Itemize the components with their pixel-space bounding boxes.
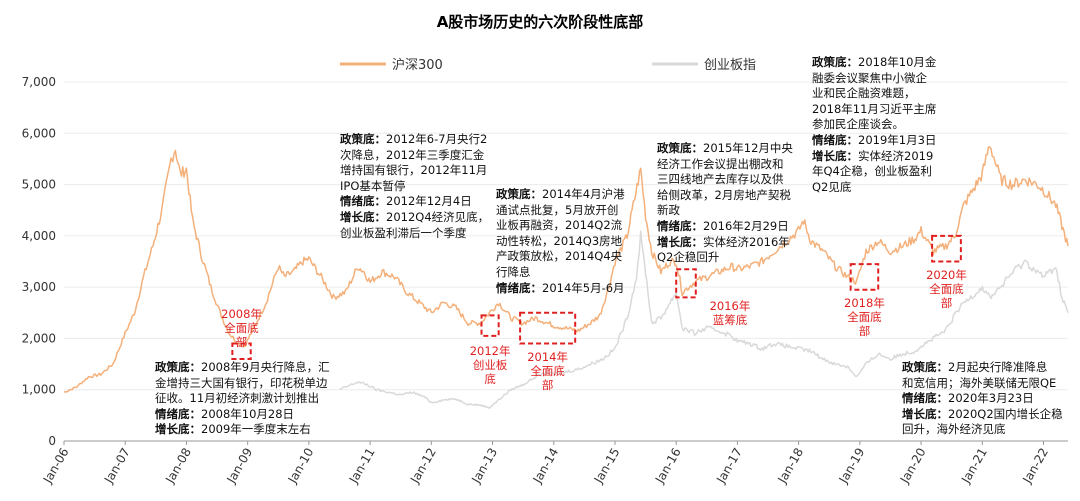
legend-label-hs300: 沪深300 <box>392 57 443 73</box>
legend: 沪深300 创业板指 <box>340 57 756 73</box>
x-tick-label: Jan-08 <box>162 446 194 487</box>
highlight-box <box>675 268 697 299</box>
x-tick-label: Jan-14 <box>530 446 562 487</box>
y-tick-label: 3,000 <box>22 280 56 294</box>
highlight-label: 2018年 全面底部 <box>844 295 885 338</box>
x-tick-label: Jan-12 <box>407 446 439 487</box>
y-tick-label: 7,000 <box>22 75 56 89</box>
annotation-block: 政策底：2015年12月中央 经济工作会议提出棚改和 三四线地产去库存以及供 给侧改革… <box>657 141 793 265</box>
highlight-box <box>849 263 880 291</box>
y-tick-label: 2,000 <box>22 331 56 345</box>
x-tick-label: Jan-16 <box>652 446 684 487</box>
highlight-label: 2016年 蓝筹底 <box>709 299 751 328</box>
highlight-boxes <box>231 234 962 360</box>
x-tick-label: Jan-22 <box>1019 446 1051 487</box>
x-tick-label: Jan-06 <box>40 446 72 487</box>
series-line-cyb <box>339 230 1069 409</box>
annotation-block: 政策底：2012年6-7月央行2 次降息，2012年三季度汇金 增持国有银行，201… <box>340 132 490 240</box>
x-tick-label: Jan-11 <box>346 446 378 487</box>
x-tick-label: Jan-17 <box>713 446 745 487</box>
x-tick-label: Jan-13 <box>468 446 500 487</box>
chart-title: A股市场历史的六次阶段性底部 <box>437 13 644 31</box>
gridlines <box>64 81 1068 442</box>
x-tick-label: Jan-18 <box>775 446 807 487</box>
x-tick-label: Jan-21 <box>958 446 990 487</box>
series-lines <box>63 146 1069 409</box>
y-tick-label: 4,000 <box>22 229 56 243</box>
y-axis: 0 1,000 2,000 3,000 4,000 5,000 6,000 7,000 <box>22 75 56 448</box>
x-tick-label: Jan-10 <box>285 446 317 487</box>
annotation-block: 政策底：2018年10月金 融委会议聚焦中小微企 业和民企融资难题， 2018年11月… <box>812 55 937 194</box>
series-line-hs300 <box>63 146 1069 393</box>
x-tick-label: Jan-15 <box>591 446 623 487</box>
highlight-label: 2012年 创业板底 <box>469 343 511 386</box>
x-tick-label: Jan-19 <box>836 446 868 487</box>
highlight-label: 2020年 全面底部 <box>926 267 967 310</box>
annotation-block: 政策底：2月起央行降准降息 和宽信用；海外美联储无限QE 情绪底：2020年3月23… <box>902 360 1063 437</box>
annotation-block: 政策底：2014年4月沪港 通试点批复，5月放开创 业板再融资，2014Q2流 动性转… <box>496 187 625 295</box>
x-axis: Jan-06 Jan-07 Jan-08 Jan-09 Jan-10 Jan-11 Jan-… <box>40 441 1051 486</box>
highlight-box <box>519 311 577 345</box>
highlight-box <box>480 314 500 337</box>
y-tick-label: 1,000 <box>22 383 56 397</box>
highlight-label: 2014年 全面底部 <box>527 349 569 392</box>
x-tick-label: Jan-09 <box>224 446 256 487</box>
x-tick-label: Jan-20 <box>897 446 929 487</box>
y-tick-label: 6,000 <box>22 126 56 140</box>
y-tick-label: 0 <box>48 434 56 448</box>
y-tick-label: 5,000 <box>22 178 56 192</box>
annotation-block: 政策底：2008年9月央行降息，汇 金增持三大国有银行，印花税单边 征收。11月初经… <box>155 360 330 437</box>
highlight-label: 2008年 全面底部 <box>221 306 262 349</box>
x-tick-label: Jan-07 <box>101 446 133 487</box>
legend-label-cyb: 创业板指 <box>704 58 756 73</box>
highlight-box <box>931 234 962 263</box>
highlight-box <box>231 342 252 360</box>
